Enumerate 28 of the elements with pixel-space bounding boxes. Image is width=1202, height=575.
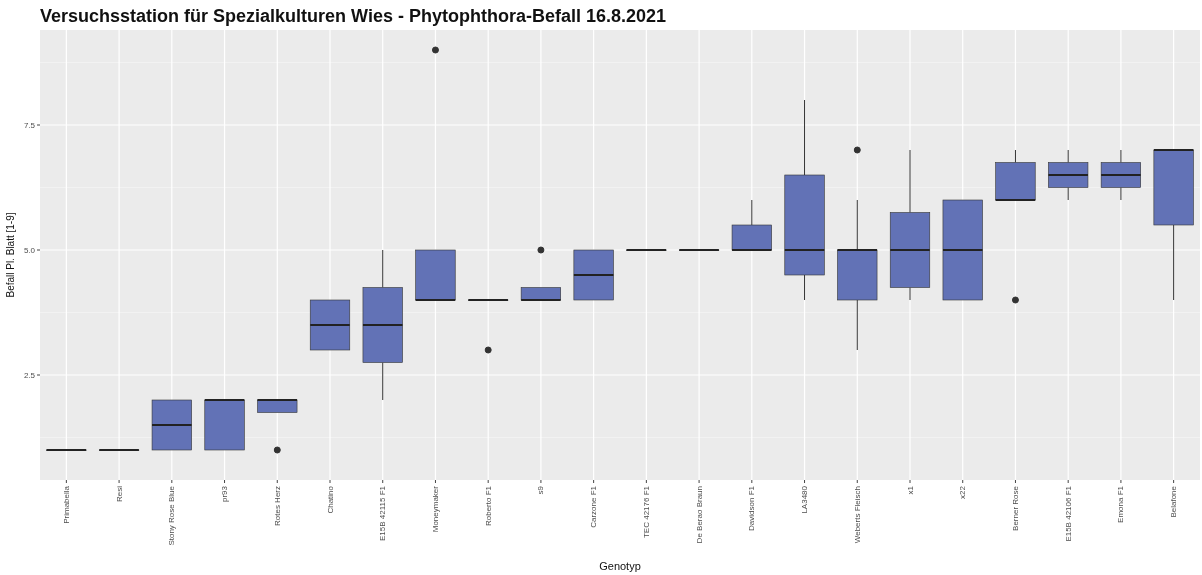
x-tick-label: E15B 42115 F1 xyxy=(378,485,388,542)
x-tick-label: x1 xyxy=(905,485,915,495)
x-tick-label: E15B 42106 F1 xyxy=(1063,485,1073,542)
y-tick-label: 2.5 xyxy=(23,370,36,380)
x-tick-label: Berner Rose xyxy=(1011,485,1021,531)
x-tick-label: Emona F1 xyxy=(1116,485,1126,523)
x-tick-label: Carzone F1 xyxy=(589,485,599,528)
x-tick-label: Rotes Herz xyxy=(272,486,282,527)
y-axis-title: Befall Pl. Blatt [1-9] xyxy=(5,212,16,298)
x-tick-label: Belafone xyxy=(1169,485,1179,518)
x-tick-label: Stony Rose Blue xyxy=(167,485,177,546)
x-tick-label: LA3480 xyxy=(800,485,810,514)
x-tick-label: TEC 42176 F1 xyxy=(641,485,651,539)
x-tick-label: s9 xyxy=(536,485,546,495)
y-tick-label: 5.0 xyxy=(23,245,36,255)
x-tick-label: Roberto F1 xyxy=(483,485,493,527)
y-tick-label: 7.5 xyxy=(23,120,36,130)
x-tick-label: Davidson F1 xyxy=(747,485,757,531)
chart-title: Versuchsstation für Spezialkulturen Wies - Phytophthora-Befall 16.8.2021 xyxy=(40,6,667,26)
x-tick-label: pr93 xyxy=(220,485,230,503)
x-tick-label: Resi xyxy=(114,485,124,503)
x-tick-label: Weberts Fleisch xyxy=(852,486,862,544)
x-tick-label: Chatino xyxy=(325,485,335,514)
x-tick-label: Primabella xyxy=(61,485,71,524)
x-tick-label: x22 xyxy=(958,485,968,499)
x-axis-title: Genotyp xyxy=(599,560,641,572)
x-tick-label: Moneymaker xyxy=(431,485,441,533)
x-tick-label: De Berao Braun xyxy=(694,486,704,544)
